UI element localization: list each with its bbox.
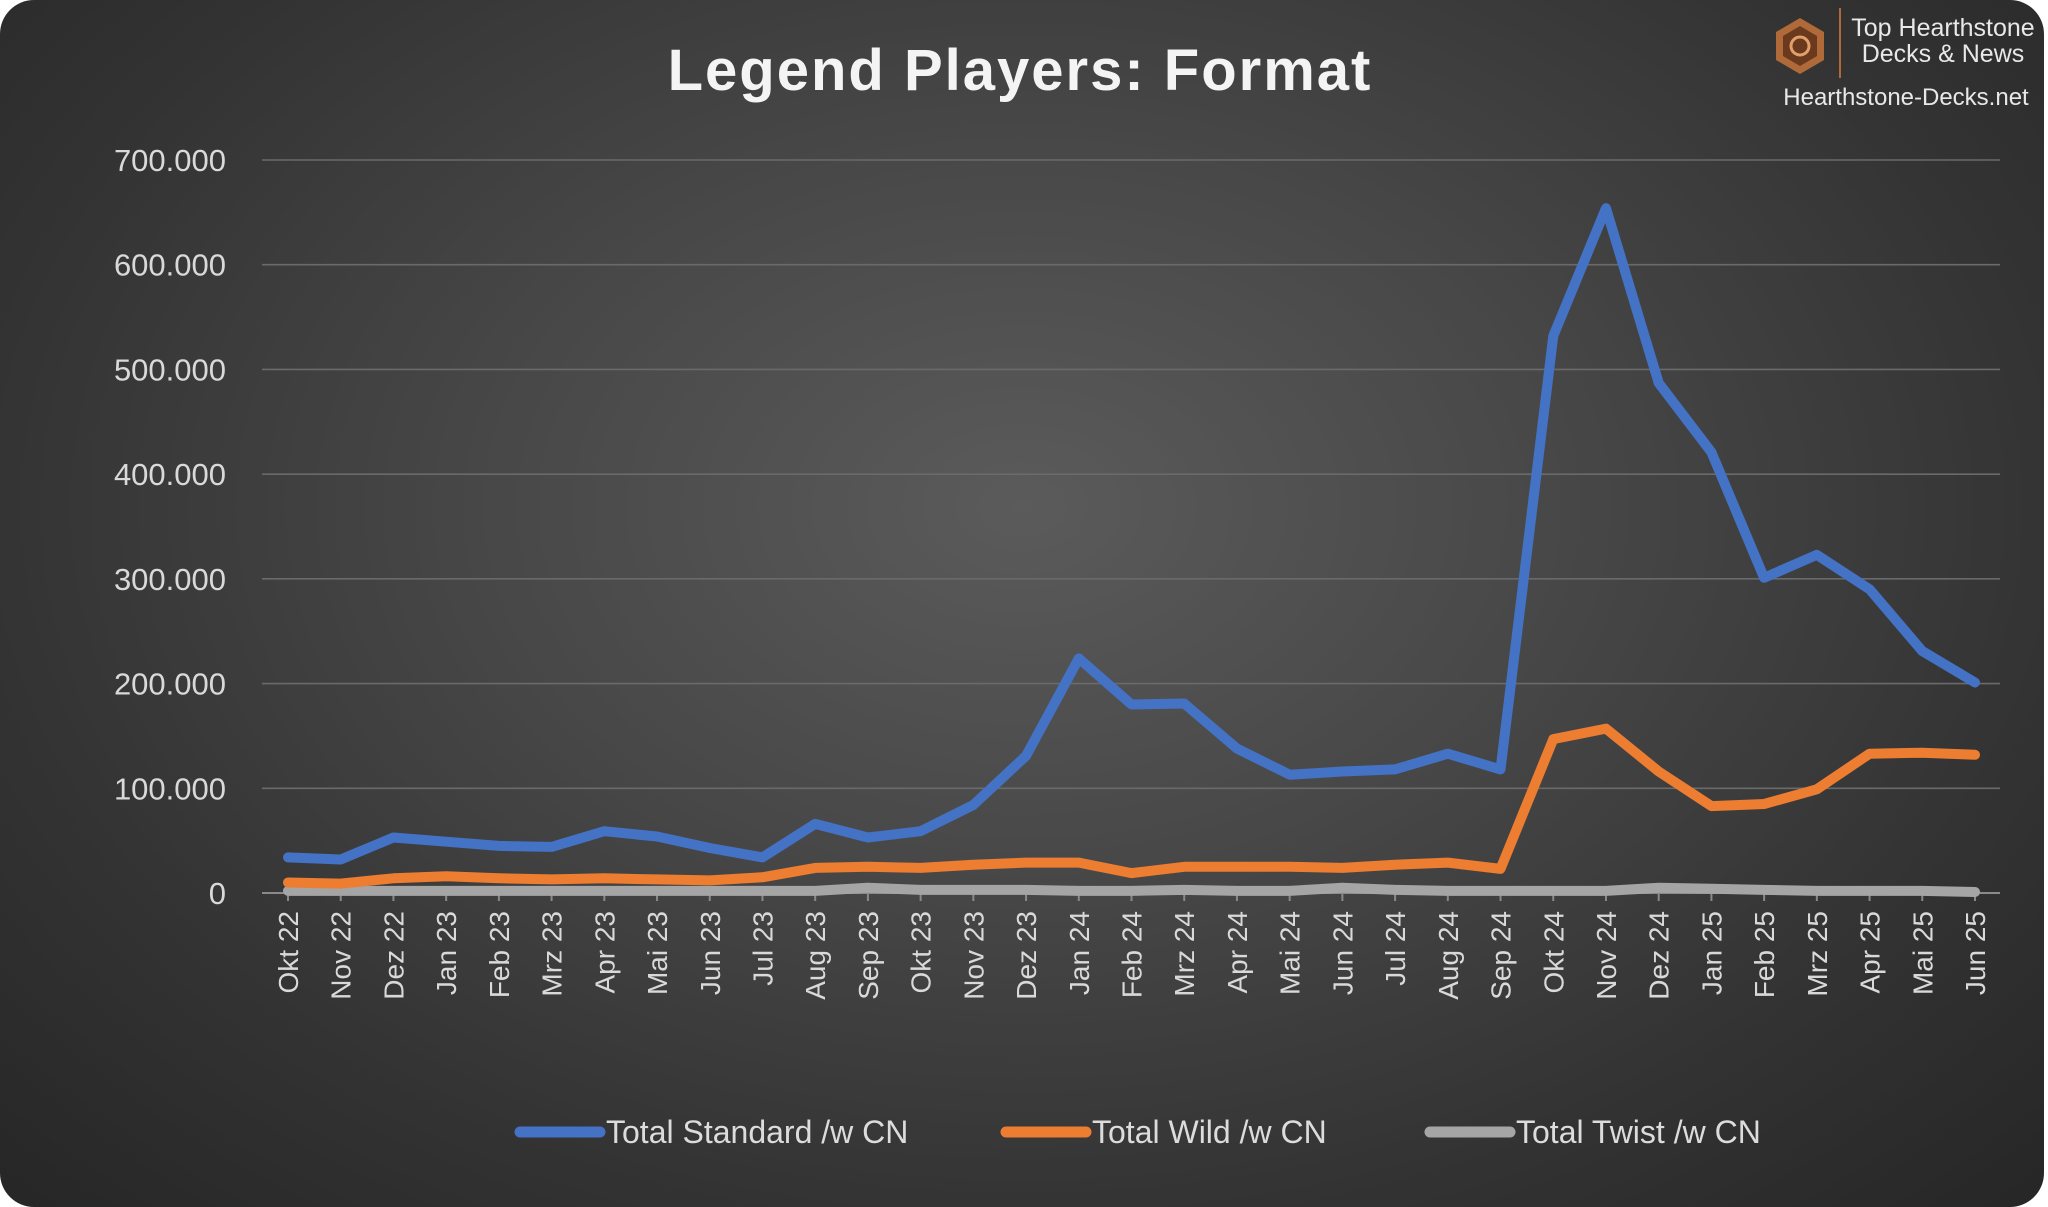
y-tick-label: 400.000 — [114, 457, 226, 492]
x-tick-label: Jun 25 — [1960, 911, 1991, 995]
legend-label: Total Wild /w CN — [1092, 1114, 1327, 1150]
x-tick-label: Mrz 23 — [537, 911, 568, 997]
x-tick-label: Apr 23 — [589, 911, 620, 994]
y-tick-label: 100.000 — [114, 771, 226, 806]
x-tick-label: Mrz 24 — [1169, 911, 1200, 997]
logo-url: Hearthstone-Decks.net — [1783, 84, 2029, 111]
x-tick-label: Sep 24 — [1486, 911, 1517, 1000]
y-axis-ticks: 0 100.000 200.000 300.000 400.000 500.000 600.… — [114, 143, 226, 911]
logo-line-1: Top Hearthstone — [1851, 14, 2034, 42]
x-tick-label: Nov 22 — [326, 911, 357, 1000]
chart-title: Legend Players: Format — [668, 38, 1373, 103]
x-tick-label: Jan 23 — [431, 911, 462, 995]
legend-label: Total Standard /w CN — [606, 1114, 908, 1150]
site-logo: Top Hearthstone Decks & News Hearthstone… — [1776, 8, 2035, 111]
series-line-1 — [283, 723, 1980, 889]
x-tick-label: Feb 25 — [1749, 911, 1780, 998]
x-tick-label: Okt 24 — [1538, 911, 1569, 993]
x-tick-label: Dez 22 — [378, 911, 409, 1000]
x-tick-label: Mai 25 — [1907, 911, 1938, 995]
x-tick-label: Nov 24 — [1591, 911, 1622, 1000]
y-tick-label: 600.000 — [114, 248, 226, 283]
x-tick-label: Okt 23 — [906, 911, 937, 993]
x-tick-label: Jul 23 — [747, 911, 778, 986]
x-axis-ticks: Okt 22 Nov 22 Dez 22 Jan 23 Feb 23 Mrz 23 Apr … — [273, 893, 1991, 1000]
x-tick-label: Dez 24 — [1644, 911, 1675, 1000]
x-tick-label: Jan 24 — [1064, 911, 1095, 995]
x-tick-label: Dez 23 — [1011, 911, 1042, 1000]
x-tick-label: Jun 23 — [695, 911, 726, 995]
y-tick-label: 200.000 — [114, 667, 226, 702]
legend: Total Standard /w CN Total Wild /w CN Tota… — [514, 1114, 1761, 1150]
x-tick-label: Jun 24 — [1327, 911, 1358, 995]
x-tick-label: Aug 23 — [800, 911, 831, 1000]
logo-line-2: Decks & News — [1862, 40, 2025, 68]
x-tick-label: Feb 23 — [484, 911, 515, 998]
x-tick-label: Mai 24 — [1275, 911, 1306, 995]
y-tick-label: 300.000 — [114, 562, 226, 597]
series-line-0 — [283, 203, 1980, 865]
series-lines — [283, 203, 1980, 897]
y-tick-label: 700.000 — [114, 143, 226, 178]
y-tick-label: 0 — [209, 876, 226, 911]
series-line-2 — [283, 882, 1980, 897]
x-tick-label: Jul 24 — [1380, 911, 1411, 986]
x-tick-label: Mai 23 — [642, 911, 673, 995]
x-tick-label: Apr 25 — [1855, 911, 1886, 994]
y-tick-label: 500.000 — [114, 352, 226, 387]
x-tick-label: Feb 24 — [1117, 911, 1148, 998]
x-tick-label: Aug 24 — [1433, 911, 1464, 1000]
x-tick-label: Jan 25 — [1696, 911, 1727, 995]
x-tick-label: Apr 24 — [1222, 911, 1253, 994]
x-tick-label: Nov 23 — [958, 911, 989, 1000]
x-tick-label: Sep 23 — [853, 911, 884, 1000]
x-tick-label: Mrz 25 — [1802, 911, 1833, 997]
x-tick-label: Okt 22 — [273, 911, 304, 993]
legend-label: Total Twist /w CN — [1516, 1114, 1761, 1150]
